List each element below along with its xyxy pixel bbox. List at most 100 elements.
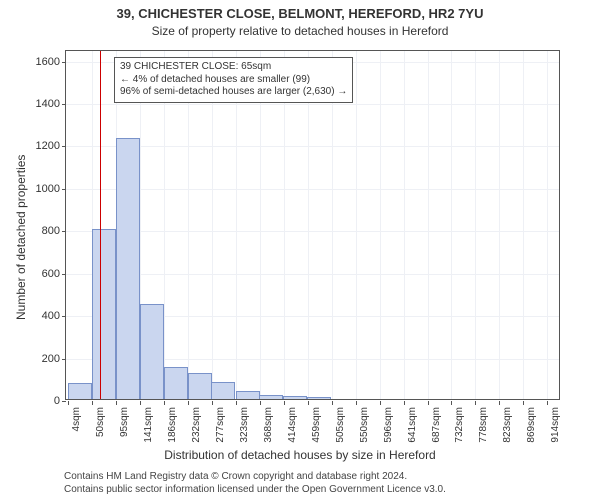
chart-title: 39, CHICHESTER CLOSE, BELMONT, HEREFORD,… (0, 6, 600, 21)
histogram-bar (92, 229, 116, 399)
histogram-bar (140, 304, 164, 399)
x-tickmark (475, 401, 476, 405)
y-tick-label: 1200 (20, 140, 60, 152)
y-tickmark (62, 62, 66, 63)
gridline-vertical (188, 51, 189, 399)
y-tick-label: 200 (20, 353, 60, 365)
y-tickmark (62, 231, 66, 232)
histogram-bar (259, 395, 283, 399)
x-axis-caption: Distribution of detached houses by size … (0, 448, 600, 462)
y-tickmark (62, 359, 66, 360)
x-tickmark (404, 401, 405, 405)
histogram-bar (307, 397, 331, 399)
y-tick-label: 600 (20, 268, 60, 280)
annotation-line: ← 4% of detached houses are smaller (99) (120, 74, 347, 87)
histogram-bar (211, 382, 235, 399)
gridline-vertical (212, 51, 213, 399)
x-tickmark (356, 401, 357, 405)
gridline-vertical (380, 51, 381, 399)
x-tickmark (428, 401, 429, 405)
x-tick-label: 550sqm (359, 407, 370, 451)
x-tick-label: 596sqm (383, 407, 394, 451)
gridline-vertical (260, 51, 261, 399)
gridline-vertical (475, 51, 476, 399)
y-tickmark (62, 104, 66, 105)
footer-line: Contains HM Land Registry data © Crown c… (64, 470, 446, 483)
x-tick-label: 141sqm (143, 407, 154, 451)
x-tickmark (236, 401, 237, 405)
y-tick-label: 1400 (20, 98, 60, 110)
x-tick-label: 50sqm (95, 407, 106, 451)
annotation-box: 39 CHICHESTER CLOSE: 65sqm← 4% of detach… (114, 57, 353, 103)
annotation-line: 96% of semi-detached houses are larger (… (120, 86, 347, 99)
x-tick-label: 459sqm (311, 407, 322, 451)
gridline-vertical (523, 51, 524, 399)
x-tick-label: 641sqm (407, 407, 418, 451)
y-tick-label: 0 (20, 395, 60, 407)
x-tick-label: 823sqm (502, 407, 513, 451)
gridline-vertical (356, 51, 357, 399)
x-tick-label: 232sqm (191, 407, 202, 451)
x-tick-label: 869sqm (526, 407, 537, 451)
x-tickmark (188, 401, 189, 405)
annotation-line: 39 CHICHESTER CLOSE: 65sqm (120, 61, 347, 74)
footer: Contains HM Land Registry data © Crown c… (64, 470, 446, 496)
x-tickmark (284, 401, 285, 405)
x-tick-label: 277sqm (215, 407, 226, 451)
x-tickmark (308, 401, 309, 405)
y-tickmark (62, 189, 66, 190)
histogram-bar (283, 396, 307, 399)
histogram-bar (164, 367, 188, 399)
y-tick-label: 1600 (20, 56, 60, 68)
histogram-bar (116, 138, 140, 399)
x-tick-label: 323sqm (239, 407, 250, 451)
histogram-bar (188, 373, 212, 400)
property-marker-line (100, 51, 101, 399)
histogram-bar (68, 383, 92, 399)
x-tickmark (451, 401, 452, 405)
y-tickmark (62, 146, 66, 147)
x-tick-label: 4sqm (71, 407, 82, 451)
gridline-vertical (547, 51, 548, 399)
gridline-vertical (236, 51, 237, 399)
x-tickmark (380, 401, 381, 405)
x-tick-label: 505sqm (335, 407, 346, 451)
y-tickmark (62, 316, 66, 317)
x-tickmark (212, 401, 213, 405)
footer-line: Contains public sector information licen… (64, 483, 446, 496)
x-tick-label: 914sqm (550, 407, 561, 451)
y-tick-label: 800 (20, 225, 60, 237)
gridline-vertical (404, 51, 405, 399)
x-tick-label: 414sqm (287, 407, 298, 451)
x-tickmark (499, 401, 500, 405)
y-tick-label: 400 (20, 310, 60, 322)
x-tickmark (140, 401, 141, 405)
x-tick-label: 95sqm (119, 407, 130, 451)
x-tickmark (260, 401, 261, 405)
gridline-vertical (284, 51, 285, 399)
x-tickmark (523, 401, 524, 405)
x-tick-label: 732sqm (454, 407, 465, 451)
gridline-vertical (428, 51, 429, 399)
gridline-vertical (308, 51, 309, 399)
x-tick-label: 186sqm (167, 407, 178, 451)
gridline-vertical (332, 51, 333, 399)
x-tickmark (164, 401, 165, 405)
histogram-bar (236, 391, 260, 399)
plot-area: 020040060080010001200140016004sqm50sqm95… (65, 50, 560, 400)
gridline-vertical (499, 51, 500, 399)
x-tick-label: 368sqm (263, 407, 274, 451)
x-tickmark (547, 401, 548, 405)
x-tickmark (116, 401, 117, 405)
gridline-vertical (164, 51, 165, 399)
gridline-vertical (451, 51, 452, 399)
x-tickmark (92, 401, 93, 405)
y-tickmark (62, 401, 66, 402)
x-tickmark (68, 401, 69, 405)
x-tick-label: 778sqm (478, 407, 489, 451)
y-tick-label: 1000 (20, 183, 60, 195)
chart-container: 39, CHICHESTER CLOSE, BELMONT, HEREFORD,… (0, 0, 600, 500)
chart-subtitle: Size of property relative to detached ho… (0, 24, 600, 38)
x-tickmark (332, 401, 333, 405)
x-tick-label: 687sqm (431, 407, 442, 451)
